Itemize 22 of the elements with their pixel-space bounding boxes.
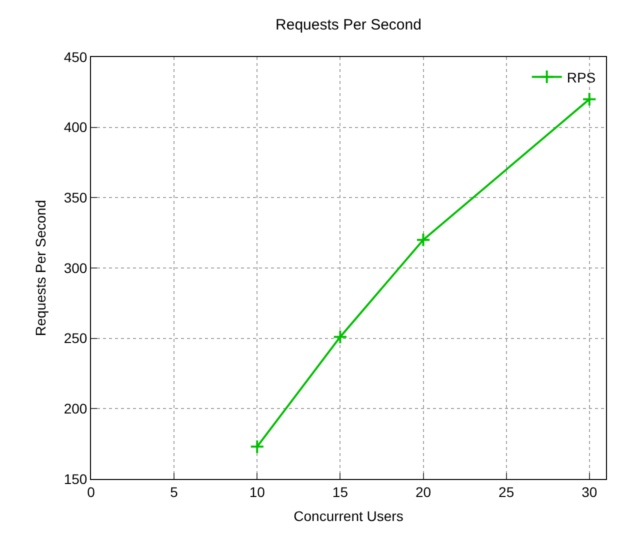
y-tick-label: 250 [64, 330, 88, 346]
x-tick-label: 30 [582, 484, 598, 500]
y-tick-label: 450 [64, 48, 88, 65]
chart-title: Requests Per Second [276, 16, 422, 34]
point [250, 439, 264, 454]
y-tick-label: 300 [64, 260, 88, 276]
legend-label: RPS [566, 69, 596, 86]
x-axis-title: Concurrent Users [294, 508, 404, 524]
x-tick-label: 20 [415, 484, 432, 500]
x-tick-label: 25 [498, 484, 514, 500]
y-tick-label: 350 [64, 190, 88, 206]
x-tick-label: 15 [332, 484, 348, 500]
y-tick-label: 200 [64, 400, 88, 417]
x-tick-label: 10 [249, 484, 266, 500]
x-tick-label: 0 [87, 484, 96, 500]
y-axis-title: Requests Per Second [32, 200, 48, 336]
point [582, 92, 597, 106]
y-tick-label: 150 [64, 470, 88, 487]
point [332, 330, 348, 344]
x-tick-label: 5 [170, 484, 178, 500]
y-tick-label: 400 [64, 119, 88, 136]
point [416, 232, 431, 248]
